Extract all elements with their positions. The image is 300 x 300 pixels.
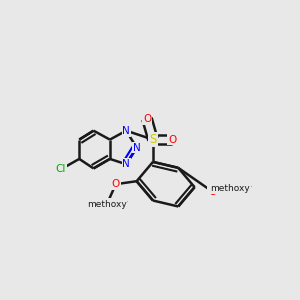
Text: O: O	[143, 114, 151, 124]
Text: N: N	[122, 159, 130, 169]
Text: methoxy: methoxy	[210, 184, 250, 193]
Text: O: O	[208, 187, 217, 196]
Text: S: S	[149, 133, 157, 146]
Text: N: N	[133, 142, 140, 153]
Text: O: O	[168, 135, 176, 145]
Text: methoxy: methoxy	[87, 200, 127, 208]
Text: N: N	[122, 126, 130, 136]
Text: methoxy: methoxy	[85, 199, 128, 209]
Text: methoxy: methoxy	[209, 184, 252, 194]
Text: Cl: Cl	[56, 164, 66, 174]
Text: O: O	[112, 179, 120, 189]
